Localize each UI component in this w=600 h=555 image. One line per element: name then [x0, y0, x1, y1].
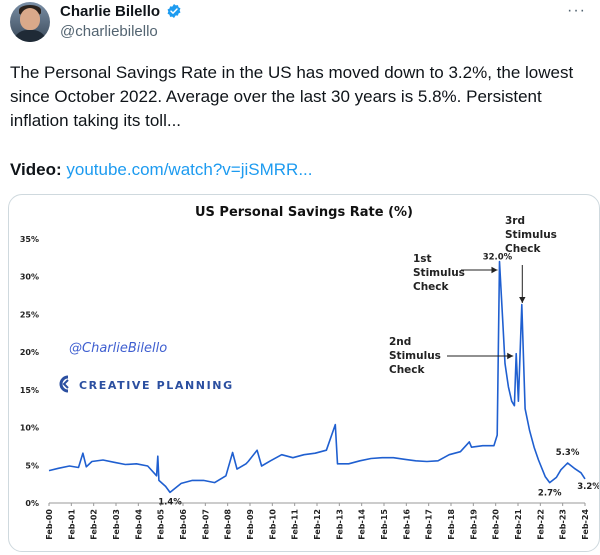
y-tick-label: 0%	[25, 499, 39, 508]
stimulus-2-label-line: Check	[389, 364, 426, 376]
x-tick-label: Feb-17	[425, 509, 434, 540]
x-tick-label: Feb-21	[514, 509, 523, 540]
x-tick-label: Feb-16	[402, 509, 411, 540]
stimulus-1-label-line: Check	[413, 281, 450, 293]
avatar-suit	[13, 30, 47, 42]
x-tick-label: Feb-13	[335, 509, 344, 540]
x-tick-label: Feb-11	[291, 509, 300, 540]
stimulus-2-arrow-head	[507, 352, 514, 360]
y-tick-label: 35%	[20, 235, 39, 244]
high-2023-label: 5.3%	[556, 448, 580, 458]
savings-rate-line	[48, 260, 586, 494]
x-tick-label: Feb-22	[536, 509, 545, 540]
savings-rate-chart: US Personal Savings Rate (%) 0% 5% 10% 15% 2…	[20, 205, 599, 540]
chart-annotations: 1.4%32.0%2.7%5.3%3.2%1st Stimulus Check2nd…	[158, 215, 599, 507]
latest-value-label: 3.2%	[577, 482, 599, 492]
avatar-face	[20, 8, 40, 30]
stimulus-3-arrow-head	[519, 297, 526, 303]
peak-2020-label: 32.0%	[483, 253, 513, 263]
x-tick-label: Feb-12	[313, 509, 322, 540]
chart-plot	[48, 260, 586, 494]
x-tick-label: Feb-05	[157, 509, 166, 540]
stimulus-2-label: 2nd Stimulus Check	[389, 336, 441, 376]
y-tick-label: 20%	[20, 348, 39, 357]
stimulus-1-arrow-head	[491, 266, 498, 274]
video-line: Video: youtube.com/watch?v=jiSMRR...	[10, 160, 313, 180]
low-2005-label: 1.4%	[158, 497, 182, 507]
x-tick-label: Feb-24	[581, 509, 590, 540]
y-tick-label: 10%	[20, 424, 39, 433]
brand-name: CREATIVE PLANNING	[79, 379, 234, 392]
x-tick-label: Feb-02	[90, 509, 99, 540]
stimulus-2-label-line: 2nd	[389, 336, 411, 348]
x-tick-label: Feb-20	[492, 509, 501, 540]
y-tick-label: 5%	[25, 461, 39, 470]
stimulus-1-label: 1st Stimulus Check	[413, 253, 465, 293]
y-tick-label: 15%	[20, 386, 39, 395]
x-tick-label: Feb-04	[134, 509, 143, 540]
author-handle[interactable]: @charliebilello	[60, 23, 158, 40]
x-tick-label: Feb-18	[447, 509, 456, 540]
stimulus-3-label-line: Stimulus	[505, 229, 557, 241]
brand-logo-icon	[59, 375, 69, 393]
brand-logo: CREATIVE PLANNING	[59, 375, 234, 393]
x-tick-label: Feb-07	[201, 509, 210, 540]
x-tick-label: Feb-03	[112, 509, 121, 540]
tweet-text: The Personal Savings Rate in the US has …	[10, 63, 574, 130]
watermark-text: @CharlieBilello	[69, 341, 167, 356]
stimulus-3-label-line: Check	[505, 243, 542, 255]
low-2022-label: 2.7%	[538, 489, 562, 499]
stimulus-2-label-line: Stimulus	[389, 350, 441, 362]
stimulus-1-label-line: Stimulus	[413, 267, 465, 279]
stimulus-3-label-line: 3rd	[505, 215, 525, 227]
x-tick-label: Feb-10	[268, 509, 277, 540]
x-tick-label: Feb-06	[179, 509, 188, 540]
chart-axes: 0% 5% 10% 15% 20% 25% 30% 35% Feb-00 Feb-01 Feb-02…	[20, 235, 590, 540]
avatar[interactable]	[10, 2, 50, 42]
y-tick-label: 30%	[20, 273, 39, 282]
more-options-icon[interactable]: ···	[567, 2, 586, 19]
x-tick-label: Feb-14	[358, 509, 367, 540]
stimulus-3-label: 3rd Stimulus Check	[505, 215, 557, 255]
x-tick-label: Feb-23	[559, 509, 568, 540]
x-tick-label: Feb-19	[469, 509, 478, 540]
chart-title: US Personal Savings Rate (%)	[195, 205, 413, 220]
x-tick-label: Feb-09	[246, 509, 255, 540]
video-link[interactable]: youtube.com/watch?v=jiSMRR...	[66, 160, 313, 179]
x-tick-label: Feb-08	[224, 509, 233, 540]
chart-card[interactable]: US Personal Savings Rate (%) 0% 5% 10% 15% 2…	[8, 194, 600, 552]
x-tick-label: Feb-01	[67, 509, 76, 540]
x-tick-label: Feb-15	[380, 509, 389, 540]
stimulus-1-label-line: 1st	[413, 253, 432, 265]
video-label: Video:	[10, 160, 62, 179]
verified-badge-icon	[167, 4, 181, 18]
author-name[interactable]: Charlie Bilello	[60, 3, 161, 20]
y-tick-label: 25%	[20, 310, 39, 319]
x-tick-label: Feb-00	[45, 509, 54, 540]
